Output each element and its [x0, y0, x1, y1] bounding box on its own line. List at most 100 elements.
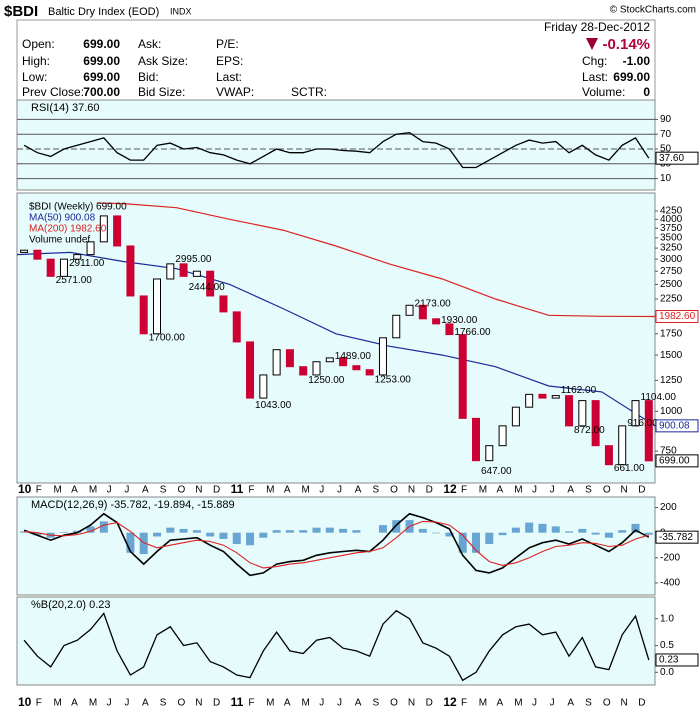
field-value: 700.00: [83, 85, 120, 99]
x-tick-label: D: [426, 698, 433, 709]
x-tick-label: 10: [18, 482, 32, 496]
value-tag: [655, 454, 699, 468]
x-tick-label: N: [408, 485, 415, 496]
price-annotation: 661.00: [614, 463, 645, 474]
x-tick-label: A: [71, 698, 78, 709]
field-label: Ask Size:: [138, 54, 188, 68]
x-tick-label: 11: [231, 695, 244, 709]
candle: [312, 361, 321, 376]
price-annotation: 1104.00: [641, 392, 677, 403]
x-tick-label: A: [284, 485, 291, 496]
histogram-bar: [485, 532, 494, 544]
x-tick-label: D: [213, 485, 220, 496]
panel: [16, 99, 656, 191]
candle: [604, 445, 613, 466]
field-label: Bid Size:: [138, 85, 185, 99]
x-tick-label: J: [319, 485, 324, 496]
x-tick-label: D: [426, 485, 433, 496]
candle: [139, 295, 148, 335]
candle: [432, 318, 441, 325]
histogram-bar: [20, 531, 29, 533]
histogram-bar: [259, 532, 268, 538]
candle: [166, 263, 175, 280]
candle: [392, 314, 401, 339]
y-tick-label: 3500: [660, 232, 683, 243]
x-tick-label: M: [266, 485, 274, 496]
price-annotation: 2444.00: [189, 282, 226, 293]
candle: [472, 417, 481, 462]
candle: [378, 337, 387, 376]
histogram-bar: [153, 532, 162, 537]
legend-entry: Volume undef: [29, 235, 90, 246]
x-tick-label: A: [71, 485, 78, 496]
line: [96, 202, 656, 318]
candle: [591, 400, 600, 447]
y-tick-label: 90: [660, 114, 672, 125]
histogram-bar: [525, 522, 534, 533]
x-tick-label: 11: [231, 482, 244, 496]
histogram-bar: [618, 530, 627, 533]
candle: [618, 425, 627, 466]
price-annotation: 2995.00: [175, 254, 212, 265]
histogram-bar: [33, 532, 42, 536]
y-tick-label: 4000: [660, 214, 683, 225]
y-tick-label: 2500: [660, 279, 683, 290]
candle: [325, 357, 334, 363]
candle: [179, 263, 188, 277]
x-tick-label: N: [621, 698, 628, 709]
histogram-bar: [246, 532, 255, 546]
x-tick-label: M: [53, 698, 61, 709]
field-value: 699.00: [83, 70, 120, 84]
histogram-bar: [644, 532, 653, 535]
price-annotation: 1253.00: [375, 375, 412, 386]
line: [16, 251, 656, 427]
candle: [578, 400, 587, 427]
x-tick-label: S: [585, 698, 592, 709]
candle: [272, 349, 281, 376]
x-tick-label: J: [550, 698, 555, 709]
panel: [16, 596, 656, 686]
price-annotation: 1250.00: [308, 375, 345, 386]
candle: [631, 400, 640, 427]
x-tick-label: J: [124, 698, 129, 709]
value-tag-label: 1982.60: [659, 311, 696, 322]
x-tick-label: O: [178, 698, 186, 709]
exchange: INDX: [170, 6, 192, 16]
x-tick-label: D: [638, 485, 645, 496]
candle: [418, 304, 427, 320]
field-value: -1.00: [623, 54, 651, 68]
y-tick-label: 1.0: [660, 613, 674, 624]
price-annotation: 1930.00: [441, 315, 478, 326]
field-label: High:: [22, 54, 50, 68]
candle: [219, 295, 228, 313]
candle: [20, 249, 29, 253]
y-tick-label: 1500: [660, 350, 683, 361]
candle: [565, 395, 574, 427]
histogram-bar: [285, 530, 294, 533]
x-tick-label: O: [178, 485, 186, 496]
candle: [33, 249, 42, 260]
x-tick-label: D: [638, 698, 645, 709]
x-tick-label: O: [603, 485, 611, 496]
histogram-bar: [352, 530, 361, 533]
x-tick-label: N: [408, 698, 415, 709]
candle: [644, 400, 653, 462]
sctr-label: SCTR:: [291, 85, 327, 99]
price-annotation: 916.00: [627, 418, 658, 429]
x-tick-label: F: [248, 485, 254, 496]
y-tick-label: 4250: [660, 206, 683, 217]
histogram-bar: [179, 528, 188, 533]
y-tick-label: 70: [660, 129, 672, 140]
x-tick-label: F: [36, 698, 42, 709]
candle: [153, 278, 162, 335]
y-tick-label: 1250: [660, 375, 683, 386]
histogram-bar: [86, 526, 95, 533]
field-label: EPS:: [216, 54, 243, 68]
x-tick-label: M: [53, 485, 61, 496]
field-label: Volume:: [582, 85, 625, 99]
candle: [206, 270, 215, 297]
x-tick-label: A: [567, 485, 574, 496]
histogram-bar: [99, 521, 108, 533]
candle: [405, 304, 414, 316]
x-tick-label: 12: [443, 482, 457, 496]
